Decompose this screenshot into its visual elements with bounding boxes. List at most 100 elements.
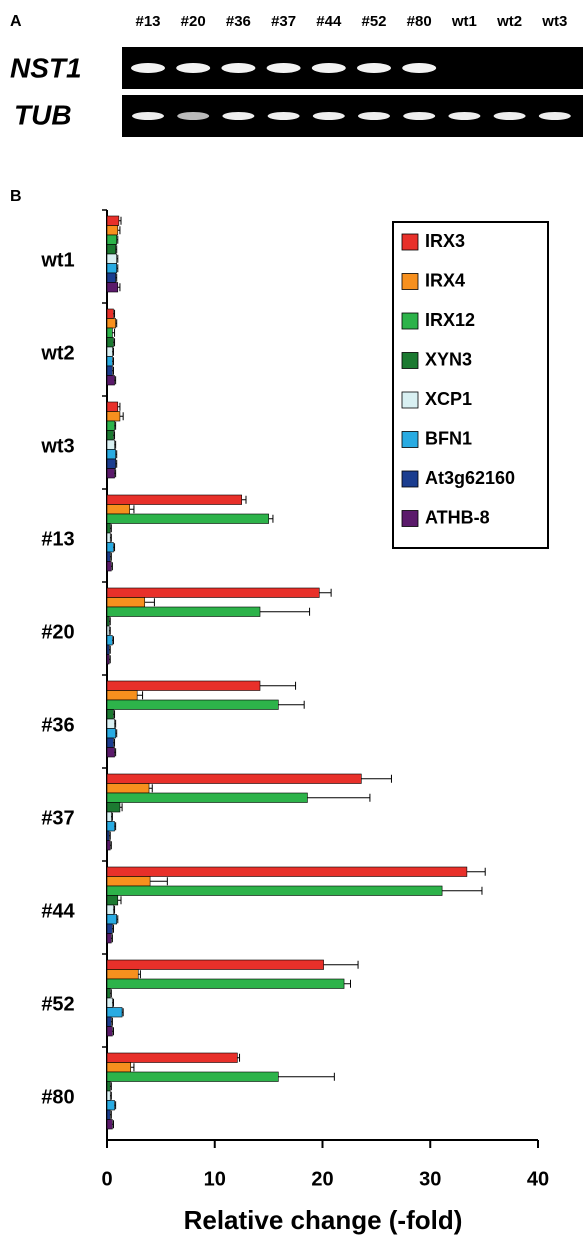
bar <box>107 979 344 989</box>
y-tick-label: #37 <box>41 807 74 829</box>
bar <box>107 822 115 832</box>
bar <box>107 774 361 784</box>
y-tick-label: wt3 <box>40 435 74 457</box>
legend-label: IRX3 <box>425 231 465 251</box>
bar <box>107 421 115 431</box>
bar <box>107 1082 110 1092</box>
gel-row-label: NST1 <box>10 52 82 83</box>
gel-band <box>132 112 164 120</box>
bar <box>107 645 109 655</box>
bar <box>107 328 112 338</box>
gel-band <box>268 112 300 120</box>
lane-label: wt3 <box>541 13 567 30</box>
bar <box>107 376 115 386</box>
bar <box>107 617 109 627</box>
x-tick-label: 0 <box>101 1168 112 1190</box>
y-tick-label: #36 <box>41 714 74 736</box>
bar <box>107 1110 110 1120</box>
legend-swatch <box>402 274 418 290</box>
bar <box>107 562 111 572</box>
legend-swatch <box>402 432 418 448</box>
panel-label: B <box>10 188 22 205</box>
y-tick-label: #52 <box>41 993 74 1015</box>
bar <box>107 1008 122 1018</box>
bar <box>107 1027 112 1037</box>
bar <box>107 254 117 264</box>
bar <box>107 1120 112 1130</box>
bar <box>107 784 149 794</box>
bar <box>107 1053 237 1063</box>
bar <box>107 793 307 803</box>
bar <box>107 514 269 524</box>
bar <box>107 626 109 636</box>
lane-label: #13 <box>135 13 160 30</box>
x-tick-label: 30 <box>419 1168 441 1190</box>
legend-label: ATHB-8 <box>425 507 490 527</box>
gel-band <box>403 112 435 120</box>
bar <box>107 924 112 934</box>
bar <box>107 998 112 1008</box>
legend-label: BFN1 <box>425 428 472 448</box>
gel-band <box>222 112 254 120</box>
bar <box>107 607 260 617</box>
y-tick-label: #80 <box>41 1086 74 1108</box>
legend-label: At3g62160 <box>425 468 515 488</box>
bar <box>107 543 113 553</box>
bar <box>107 1072 278 1082</box>
gel-band <box>448 112 480 120</box>
legend-swatch <box>402 471 418 487</box>
x-tick-label: 10 <box>204 1168 226 1190</box>
y-tick-label: wt1 <box>40 249 74 271</box>
y-tick-label: #44 <box>41 900 75 922</box>
bar <box>107 412 120 422</box>
x-tick-label: 40 <box>527 1168 549 1190</box>
bar <box>107 905 113 915</box>
bar <box>107 748 115 758</box>
bar <box>107 588 319 598</box>
bar <box>107 841 110 851</box>
bar <box>107 598 145 608</box>
bar <box>107 524 110 534</box>
bar <box>107 700 278 710</box>
lane-label: #80 <box>407 13 432 30</box>
bar <box>107 1091 110 1101</box>
bar <box>107 495 242 505</box>
bar <box>107 812 111 822</box>
bar <box>107 459 116 469</box>
figure: A NST1 TUB B Relative change (-fold) #13… <box>0 0 583 1248</box>
legend-swatch <box>402 234 418 250</box>
lane-label: #37 <box>271 13 296 30</box>
gel-band <box>177 112 209 120</box>
bar <box>107 691 137 701</box>
legend-swatch <box>402 353 418 369</box>
gel-band <box>357 63 391 73</box>
bar <box>107 710 113 720</box>
bar <box>107 877 150 887</box>
bar <box>107 469 115 479</box>
bar <box>107 450 116 460</box>
bar <box>107 235 117 245</box>
bar <box>107 440 115 450</box>
bar <box>107 1101 115 1111</box>
legend-swatch <box>402 511 418 527</box>
legend-label: IRX12 <box>425 310 475 330</box>
bar <box>107 319 116 329</box>
bar <box>107 915 117 925</box>
bar <box>107 1017 111 1027</box>
lane-label: #44 <box>316 13 342 30</box>
bar <box>107 896 118 906</box>
bar <box>107 347 112 357</box>
gel-band <box>176 63 210 73</box>
x-tick-label: 20 <box>311 1168 333 1190</box>
lane-label: #36 <box>226 13 251 30</box>
lane-label: wt2 <box>496 13 522 30</box>
bar <box>107 402 118 412</box>
y-tick-label: #13 <box>41 528 74 550</box>
bar <box>107 264 117 274</box>
bar <box>107 655 109 665</box>
bar <box>107 681 260 691</box>
gel-band <box>313 112 345 120</box>
bar <box>107 245 116 255</box>
bar <box>107 357 112 367</box>
bar <box>107 960 324 970</box>
